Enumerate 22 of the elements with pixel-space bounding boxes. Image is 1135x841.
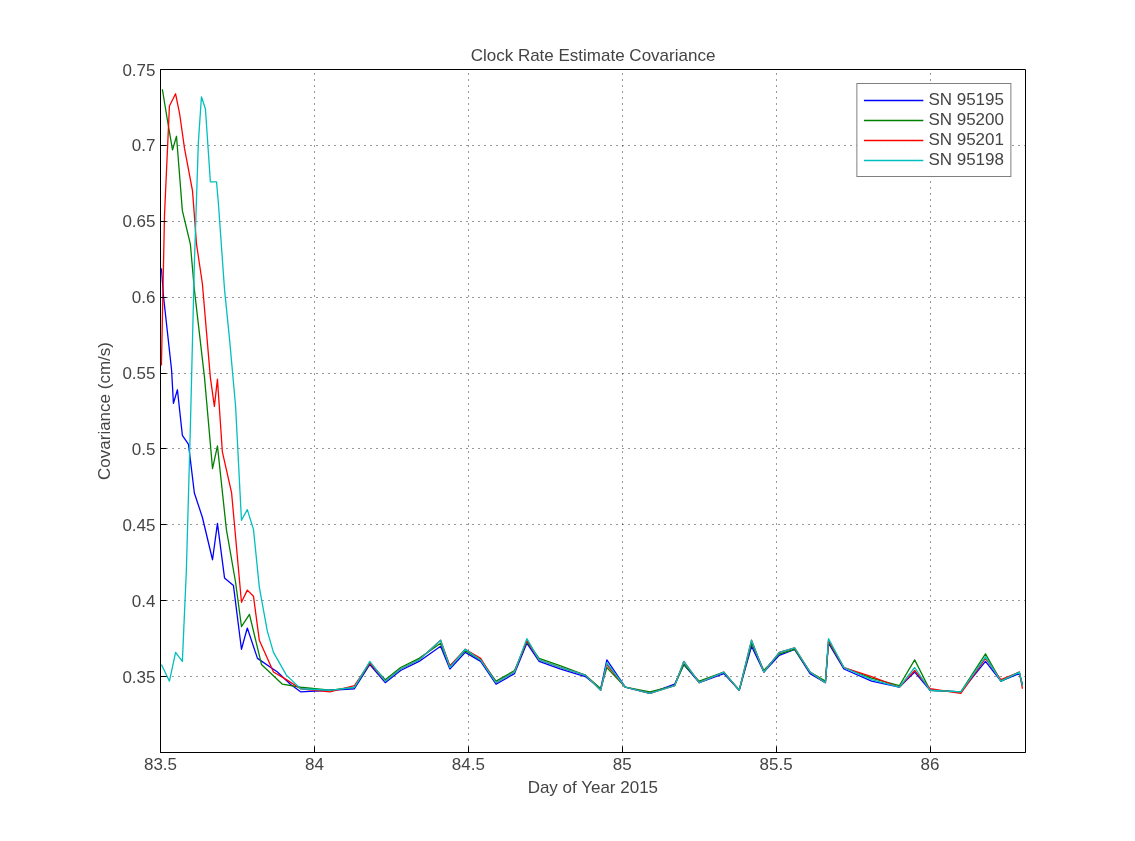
- y-tick-label: 0.6: [131, 288, 156, 308]
- x-tick-label: 83.5: [143, 754, 178, 774]
- x-tick-label: 84: [304, 754, 324, 774]
- y-tick-label: 0.75: [122, 60, 156, 80]
- y-tick-label: 0.55: [122, 364, 156, 384]
- x-tick-label: 85.5: [759, 754, 793, 774]
- y-tick-label: 0.35: [122, 667, 156, 687]
- x-axis-title: Day of Year 2015: [527, 777, 659, 797]
- legend-label: SN 95198: [928, 150, 1004, 170]
- y-tick-label: 0.65: [122, 212, 156, 232]
- legend-label: SN 95200: [928, 110, 1004, 130]
- x-tick-label: 86: [920, 754, 940, 774]
- y-axis-title: Covariance (cm/s): [95, 342, 115, 480]
- y-tick-label: 0.4: [131, 591, 156, 611]
- x-tick-label: 85: [612, 754, 632, 774]
- y-tick-label: 0.45: [122, 515, 156, 535]
- legend-label: SN 95195: [928, 90, 1004, 110]
- legend-label: SN 95201: [928, 130, 1004, 150]
- chart-title: Clock Rate Estimate Covariance: [470, 45, 716, 65]
- x-tick-label: 84.5: [451, 754, 485, 774]
- y-tick-label: 0.5: [131, 439, 156, 459]
- y-tick-label: 0.7: [131, 136, 156, 156]
